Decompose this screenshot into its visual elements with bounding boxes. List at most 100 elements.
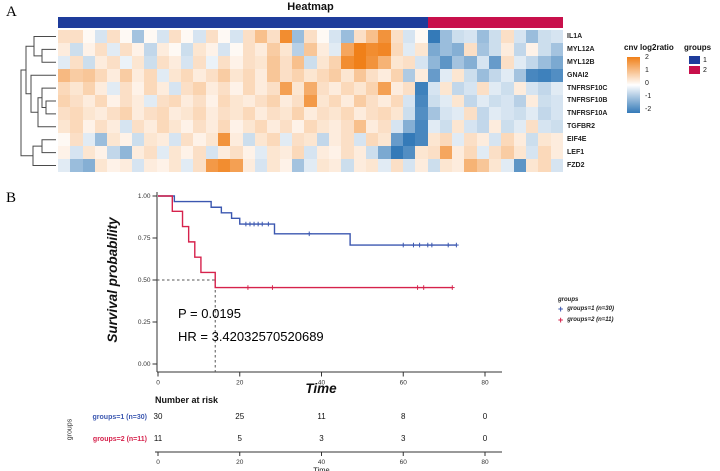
heatmap-cell <box>378 68 391 82</box>
heatmap-cell <box>464 30 477 43</box>
heatmap-cell <box>476 81 490 95</box>
heatmap-cell <box>205 30 219 43</box>
heatmap-cell <box>402 81 416 95</box>
heatmap-cell <box>279 94 293 108</box>
heatmap-cell <box>144 81 157 95</box>
groups-legend-title: groups <box>684 43 712 52</box>
heatmap-cell <box>526 68 539 82</box>
heatmap-cell <box>119 42 132 56</box>
heatmap-cell <box>304 94 317 108</box>
heatmap-cell <box>464 68 477 82</box>
heatmap-cell <box>341 81 354 95</box>
heatmap-cell <box>526 30 539 43</box>
heatmap-cell <box>218 146 231 160</box>
heatmap-cell <box>328 146 342 160</box>
group-annotation-bar <box>58 17 563 28</box>
heatmap-cell <box>181 159 194 172</box>
heatmap-cell <box>119 94 132 108</box>
heatmap-cell <box>501 94 514 108</box>
heatmap-cell <box>476 42 490 56</box>
heatmap-cell <box>181 30 194 43</box>
heatmap-cell <box>70 42 83 56</box>
svg-text:Time: Time <box>313 466 329 471</box>
heatmap-cell <box>489 30 502 43</box>
heatmap-cell <box>316 159 329 172</box>
heatmap-cell <box>538 107 551 121</box>
heatmap-cell <box>292 55 305 69</box>
heatmap-cell <box>267 133 280 147</box>
heatmap-cell <box>218 133 231 147</box>
heatmap-cell <box>119 30 132 43</box>
heatmap-cell <box>439 120 453 134</box>
risk-row-label-group2: groups=2 (n=11) <box>92 436 147 443</box>
heatmap-cell <box>464 81 477 95</box>
svg-text:0.25: 0.25 <box>138 319 151 326</box>
heatmap-cell <box>415 30 428 43</box>
heatmap-cell <box>439 133 453 147</box>
heatmap-cell <box>218 159 231 172</box>
heatmap-cell <box>328 107 342 121</box>
heatmap-cell <box>464 107 477 121</box>
heatmap-cell <box>255 55 268 69</box>
heatmap-cell <box>58 133 71 147</box>
heatmap-cell <box>82 94 95 108</box>
cnv-tick-label: 0 <box>645 80 649 87</box>
heatmap-cell <box>144 120 157 134</box>
heatmap-cell <box>168 30 182 43</box>
heatmap-cell <box>218 55 231 69</box>
heatmap-cell <box>353 30 366 43</box>
heatmap-cell <box>390 133 403 147</box>
heatmap-cell <box>205 146 219 160</box>
heatmap-grid <box>58 30 563 172</box>
heatmap-cell <box>427 120 440 134</box>
heatmap-cell <box>168 55 182 69</box>
heatmap-cell <box>304 30 317 43</box>
heatmap-cell <box>267 55 280 69</box>
heatmap-cell <box>476 159 490 172</box>
heatmap-cell <box>378 146 391 160</box>
heatmap-cell <box>156 146 169 160</box>
heatmap-cell <box>242 42 256 56</box>
heatmap-cell <box>390 30 403 43</box>
heatmap-cell <box>156 133 169 147</box>
heatmap-row-label: TNFRSF10C <box>567 84 608 92</box>
heatmap-cell <box>193 120 206 134</box>
heatmap-cell <box>538 146 551 160</box>
heatmap-cell <box>415 81 428 95</box>
heatmap-cell <box>427 55 440 69</box>
heatmap-cell <box>513 42 527 56</box>
heatmap-cell <box>255 159 268 172</box>
group-color-swatch <box>689 66 700 74</box>
heatmap-cell <box>304 81 317 95</box>
heatmap-cell <box>427 81 440 95</box>
heatmap-row-label: EIF4E <box>567 136 587 144</box>
heatmap-cell <box>489 133 502 147</box>
heatmap-cell <box>168 94 182 108</box>
heatmap-cell <box>476 107 490 121</box>
heatmap-cell <box>107 30 120 43</box>
heatmap-cell <box>131 133 145 147</box>
heatmap-cell <box>230 81 243 95</box>
heatmap-cell <box>353 159 366 172</box>
heatmap-cell <box>131 94 145 108</box>
heatmap-cell <box>156 81 169 95</box>
risk-row-label-group1: groups=1 (n=30) <box>92 414 147 421</box>
heatmap-cell <box>242 94 256 108</box>
km-legend-label: groups=2 (n=11) <box>567 317 614 323</box>
heatmap-cell <box>58 55 71 69</box>
heatmap-cell <box>550 107 563 121</box>
heatmap-cell <box>402 146 416 160</box>
heatmap-cell <box>390 94 403 108</box>
heatmap-cell <box>378 81 391 95</box>
heatmap-cell <box>538 30 551 43</box>
heatmap-cell <box>550 133 563 147</box>
heatmap-cell <box>353 55 366 69</box>
heatmap-cell <box>292 94 305 108</box>
heatmap-cell <box>427 42 440 56</box>
heatmap-cell <box>279 81 293 95</box>
heatmap-cell <box>70 159 83 172</box>
heatmap-cell <box>131 68 145 82</box>
heatmap-cell <box>292 133 305 147</box>
heatmap-cell <box>82 107 95 121</box>
heatmap-cell <box>365 68 379 82</box>
